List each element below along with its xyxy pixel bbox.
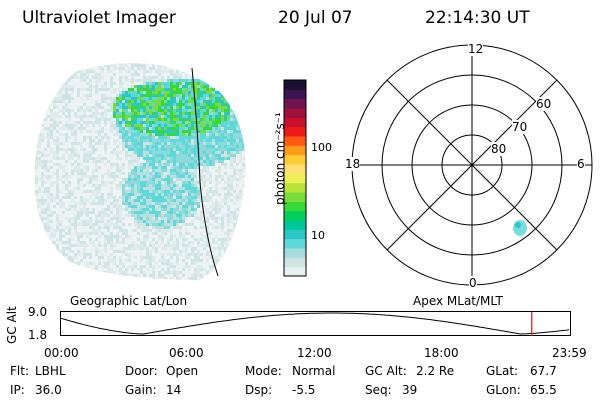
dsp-label: Dsp: — [245, 383, 273, 397]
polar-grid — [351, 44, 593, 286]
colorbar-unit-label: photon cm⁻²s⁻¹ — [273, 112, 287, 205]
gcalt-value: 2.2 Re — [416, 364, 455, 378]
mlt-label-18: 18 — [345, 157, 361, 171]
left-panel-label: Geographic Lat/Lon — [70, 294, 188, 308]
mlt-label-0: 0 — [469, 276, 477, 290]
time-tick-2359: 23:59 — [552, 346, 587, 360]
time-label: 22:14:30 UT — [425, 8, 530, 28]
aurora-spot — [513, 220, 527, 236]
door-label: Door: — [125, 364, 158, 378]
ip-label: IP: — [10, 383, 25, 397]
glat-value: 67.7 — [530, 364, 557, 378]
terminator-line — [191, 67, 219, 277]
altitude-curve — [60, 312, 570, 335]
door-value: Open — [166, 364, 199, 378]
altitude-tick-max: 9.0 — [28, 305, 48, 319]
uv-image-geographic — [34, 63, 246, 281]
right-panel-label: Apex MLat/MLT — [413, 294, 503, 308]
flt-value: LBHL — [35, 364, 66, 378]
gcalt-label: GC Alt: — [365, 364, 407, 378]
date-label: 20 Jul 07 — [278, 8, 353, 28]
colorbar-tick-10: 10 — [311, 229, 325, 242]
time-tick-0000: 00:00 — [44, 346, 79, 360]
mlt-label-12: 12 — [468, 42, 484, 56]
gain-value: 14 — [166, 383, 182, 397]
mode-label: Mode: — [245, 364, 282, 378]
mlat-label-60: 60 — [536, 97, 552, 111]
time-tick-0600: 06:00 — [169, 346, 204, 360]
colorbar-tick-100: 100 — [311, 141, 332, 154]
mlat-label-80: 80 — [491, 142, 507, 156]
glat-label: GLat: — [486, 364, 519, 378]
colorbar — [283, 79, 307, 277]
instrument-title: Ultraviolet Imager — [22, 8, 176, 28]
flt-label: Flt: — [10, 364, 29, 378]
dsp-value: -5.5 — [292, 383, 316, 397]
seq-label: Seq: — [365, 383, 392, 397]
time-tick-1200: 12:00 — [297, 346, 332, 360]
time-tick-1800: 18:00 — [424, 346, 459, 360]
altitude-plot — [60, 311, 571, 336]
glon-label: GLon: — [486, 383, 521, 397]
mode-value: Normal — [292, 364, 336, 378]
mlat-label-70: 70 — [512, 120, 528, 134]
gain-label: Gain: — [125, 383, 157, 397]
mlt-label-6: 6 — [577, 157, 585, 171]
ip-value: 36.0 — [35, 383, 62, 397]
altitude-tick-min: 1.8 — [28, 328, 48, 342]
glon-value: 65.5 — [530, 383, 557, 397]
seq-value: 39 — [402, 383, 418, 397]
altitude-axis-label: GC Alt — [5, 306, 19, 344]
